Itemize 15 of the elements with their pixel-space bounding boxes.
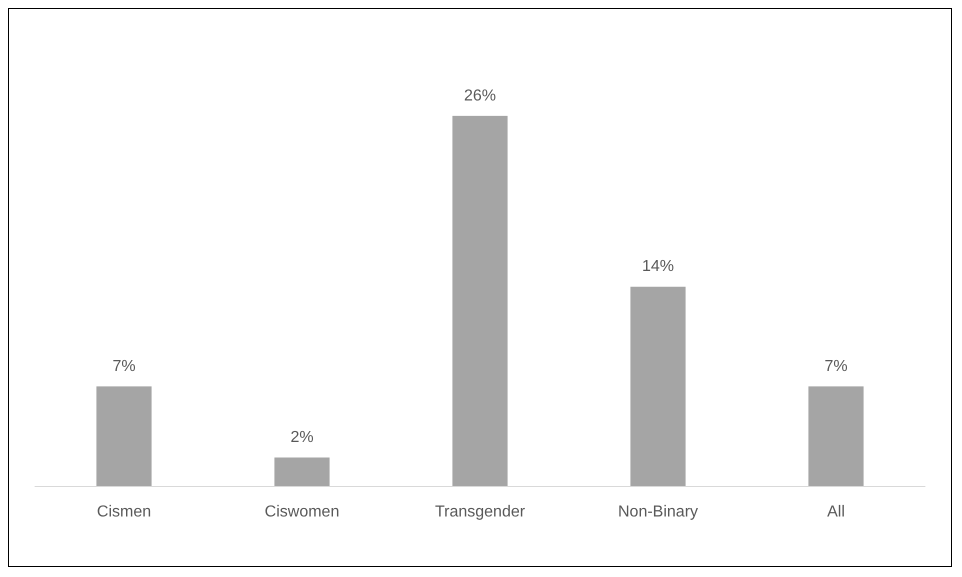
bar [96, 386, 152, 486]
x-tick-label: Ciswomen [264, 504, 340, 520]
bar [274, 458, 330, 486]
x-tick-label: Transgender [434, 504, 526, 520]
x-tick-label: All [827, 504, 845, 520]
data-label: 7% [824, 358, 848, 375]
data-label: 7% [112, 358, 136, 375]
bar [630, 286, 686, 486]
data-label: 26% [464, 87, 496, 104]
bar [808, 386, 864, 486]
data-label: 14% [642, 258, 674, 276]
x-tick-label: Non-Binary [618, 504, 698, 520]
x-tick-label: Cismen [96, 504, 152, 520]
bar [452, 116, 508, 486]
data-label: 2% [290, 429, 314, 446]
